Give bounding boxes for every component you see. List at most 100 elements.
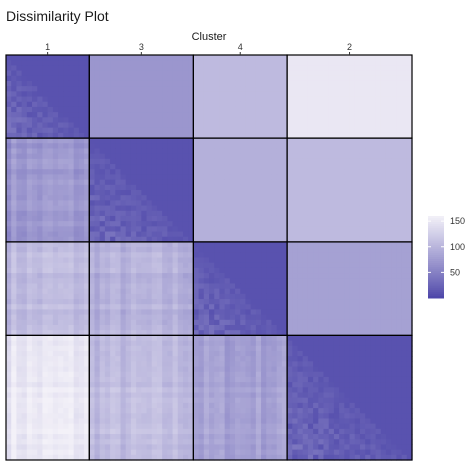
heatmap-cell	[78, 314, 85, 321]
heatmap-cell	[323, 371, 330, 378]
heatmap-cell	[193, 252, 200, 259]
heatmap-cell	[68, 340, 75, 347]
heatmap-cell	[52, 169, 59, 176]
heatmap-cell	[224, 80, 231, 87]
heatmap-cell	[198, 132, 205, 139]
heatmap-cell	[110, 215, 116, 222]
heatmap-cell	[318, 179, 325, 186]
heatmap-cell	[375, 148, 382, 155]
heatmap-cell	[58, 325, 64, 331]
heatmap-cell	[63, 169, 70, 176]
heatmap-cell	[375, 169, 382, 176]
heatmap-cell	[156, 60, 163, 66]
heatmap-cell	[391, 371, 397, 378]
heatmap-cell	[89, 70, 96, 77]
heatmap-cell	[136, 106, 142, 113]
heatmap-cell	[58, 247, 64, 253]
heatmap-cell	[188, 273, 194, 279]
heatmap-cell	[151, 345, 158, 352]
heatmap-cell	[177, 314, 184, 321]
heatmap-cell	[130, 127, 137, 134]
heatmap-cell	[162, 55, 168, 61]
heatmap-cell	[99, 241, 106, 248]
heatmap-cell	[130, 55, 137, 61]
heatmap-cell	[58, 86, 64, 92]
heatmap-cell	[99, 190, 106, 196]
heatmap-cell	[47, 117, 54, 124]
heatmap-cell	[214, 215, 221, 222]
heatmap-cell	[349, 200, 356, 207]
heatmap-cell	[58, 190, 64, 196]
heatmap-cell	[203, 112, 210, 118]
heatmap-cell	[52, 267, 59, 274]
heatmap-cell	[354, 65, 361, 72]
heatmap-cell	[151, 247, 158, 253]
heatmap-cell	[89, 304, 96, 311]
heatmap-cell	[94, 86, 101, 92]
heatmap-cell	[84, 299, 90, 305]
heatmap-cell	[11, 101, 18, 108]
heatmap-cell	[151, 283, 158, 290]
heatmap-cell	[224, 215, 231, 222]
heatmap-cell	[115, 288, 122, 295]
heatmap-cell	[136, 366, 142, 373]
heatmap-cell	[99, 366, 106, 373]
heatmap-cell	[73, 86, 80, 92]
heatmap-cell	[333, 314, 340, 321]
heatmap-cell	[156, 96, 163, 103]
heatmap-cell	[115, 148, 122, 155]
heatmap-cell	[42, 190, 49, 196]
heatmap-cell	[26, 319, 33, 326]
heatmap-cell	[396, 293, 403, 300]
heatmap-cell	[385, 314, 392, 321]
heatmap-cell	[365, 174, 371, 181]
heatmap-cell	[214, 138, 221, 144]
heatmap-cell	[16, 169, 23, 176]
heatmap-cell	[391, 174, 397, 181]
heatmap-cell	[136, 299, 142, 305]
heatmap-cell	[99, 371, 106, 378]
heatmap-cell	[229, 91, 236, 98]
heatmap-cell	[375, 164, 382, 170]
heatmap-cell	[37, 200, 44, 207]
heatmap-cell	[68, 210, 75, 217]
heatmap-cell	[182, 127, 189, 134]
heatmap-cell	[271, 350, 278, 357]
heatmap-cell	[78, 106, 85, 113]
heatmap-cell	[370, 356, 377, 362]
heatmap-cell	[156, 241, 163, 248]
heatmap-cell	[339, 158, 345, 165]
heatmap-cell	[130, 132, 137, 139]
heatmap-cell	[52, 345, 59, 352]
heatmap-cell	[172, 252, 179, 259]
heatmap-cell	[172, 101, 179, 108]
heatmap-cell	[333, 236, 340, 243]
heatmap-cell	[333, 179, 340, 186]
heatmap-cell	[120, 273, 127, 279]
heatmap-cell	[177, 117, 184, 124]
heatmap-cell	[328, 376, 335, 383]
heatmap-cell	[130, 91, 137, 98]
x-axis-title: Cluster	[192, 31, 227, 43]
heatmap-cell	[396, 96, 403, 103]
heatmap-cell	[307, 122, 314, 129]
heatmap-cell	[11, 112, 18, 118]
heatmap-cell	[16, 132, 23, 139]
heatmap-cell	[89, 350, 96, 357]
heatmap-cell	[302, 127, 309, 134]
heatmap-cell	[209, 190, 215, 196]
heatmap-cell	[245, 252, 252, 259]
heatmap-cell	[68, 122, 75, 129]
heatmap-cell	[328, 236, 335, 243]
heatmap-cell	[344, 55, 351, 61]
heatmap-cell	[250, 356, 257, 362]
heatmap-cell	[182, 262, 189, 269]
heatmap-cell	[89, 205, 96, 212]
heatmap-cell	[245, 366, 252, 373]
heatmap-cell	[339, 335, 345, 342]
heatmap-cell	[47, 371, 54, 378]
heatmap-cell	[219, 75, 226, 82]
heatmap-cell	[78, 335, 85, 342]
heatmap-cell	[120, 226, 127, 233]
heatmap-cell	[276, 382, 283, 388]
